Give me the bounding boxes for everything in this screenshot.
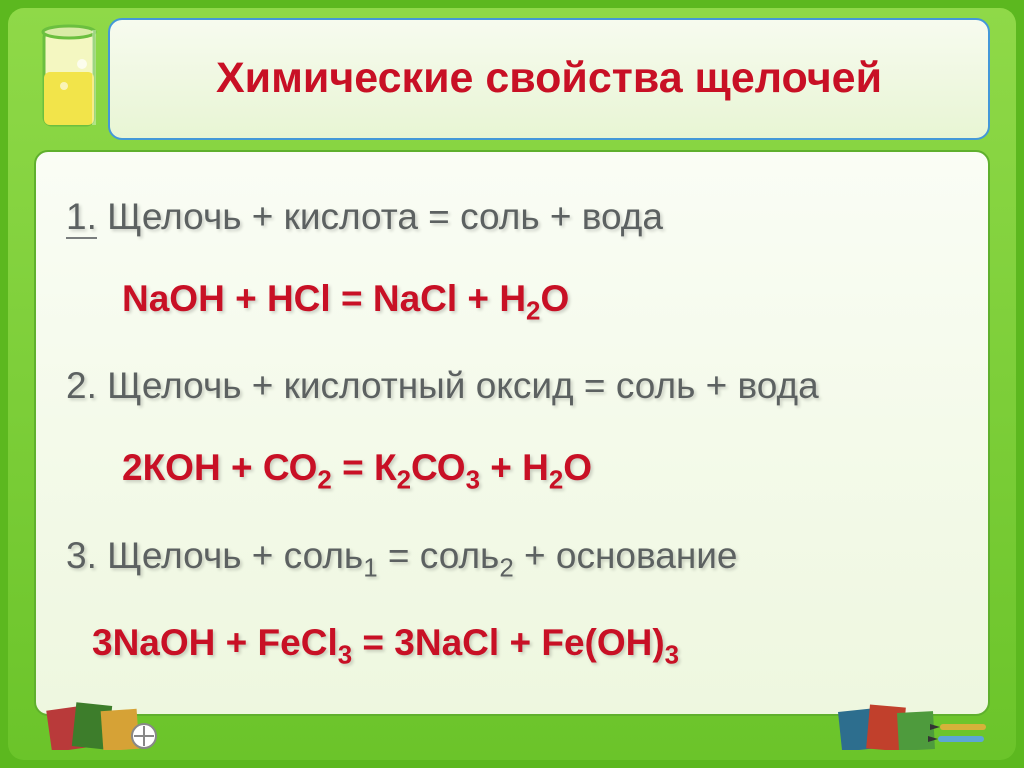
beaker-icon bbox=[24, 24, 116, 142]
equation-2: 2КОН + СО2 = К2СО3 + Н2О bbox=[66, 444, 958, 498]
body-box: 1. Щелочь + кислота = соль + вода NaOH +… bbox=[34, 150, 990, 716]
outer-frame: Химические свойства щелочей 1. Щелочь + … bbox=[8, 8, 1016, 760]
line-1-number: 1. bbox=[66, 196, 97, 239]
line-1: 1. Щелочь + кислота = соль + вода bbox=[66, 193, 958, 240]
line-3: 3. Щелочь + соль1 = соль2 + основание bbox=[66, 532, 958, 586]
line-1-text: Щелочь + кислота = соль + вода bbox=[97, 196, 663, 237]
equation-3: 3NaOH + FeCl3 = 3NaCl + Fe(OH)3 bbox=[66, 619, 958, 673]
content-area: Химические свойства щелочей 1. Щелочь + … bbox=[18, 18, 1006, 750]
slide-title: Химические свойства щелочей bbox=[216, 54, 882, 103]
corner-decoration-right-icon bbox=[820, 692, 1000, 750]
equation-1: NaOH + HCl = NaCl + H2O bbox=[66, 275, 958, 329]
corner-decoration-left-icon bbox=[24, 692, 174, 750]
title-box: Химические свойства щелочей bbox=[108, 18, 990, 140]
line-2: 2. Щелочь + кислотный оксид = соль + вод… bbox=[66, 362, 958, 409]
